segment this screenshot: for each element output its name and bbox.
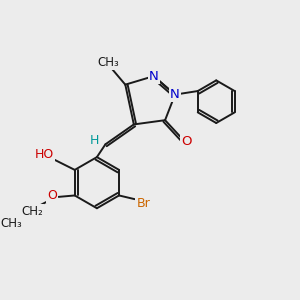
Text: CH₃: CH₃ (98, 56, 119, 69)
Text: O: O (181, 135, 192, 148)
Text: CH₃: CH₃ (0, 218, 22, 230)
Text: HO: HO (35, 148, 54, 161)
Text: O: O (47, 189, 57, 202)
Text: N: N (170, 88, 180, 101)
Text: Br: Br (136, 197, 150, 210)
Text: N: N (149, 70, 159, 83)
Text: CH₂: CH₂ (21, 205, 43, 218)
Text: H: H (89, 134, 99, 147)
